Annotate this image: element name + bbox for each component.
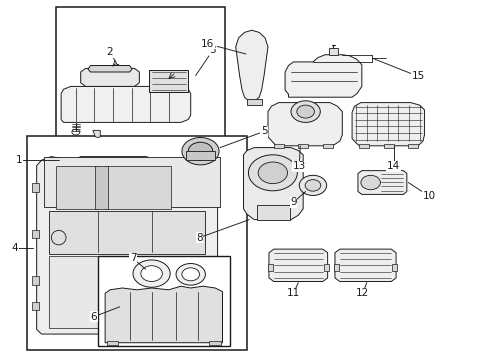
Polygon shape (243, 148, 303, 220)
Polygon shape (88, 66, 132, 72)
Circle shape (360, 175, 380, 190)
Circle shape (176, 264, 205, 285)
Ellipse shape (51, 230, 66, 245)
Text: 4: 4 (11, 243, 18, 253)
Circle shape (141, 266, 162, 282)
Circle shape (258, 162, 287, 184)
Text: 5: 5 (260, 126, 267, 136)
Bar (32, 230, 39, 238)
Polygon shape (268, 249, 327, 282)
Text: 10: 10 (422, 191, 435, 201)
Bar (98, 256, 229, 346)
Bar (32, 302, 39, 310)
Bar (56, 7, 224, 137)
Bar (185, 151, 215, 160)
Bar (328, 48, 338, 55)
Bar (246, 99, 261, 105)
Bar (359, 144, 368, 148)
Circle shape (296, 105, 314, 118)
Polygon shape (61, 86, 190, 122)
Circle shape (182, 138, 219, 165)
Polygon shape (95, 166, 107, 209)
Text: 9: 9 (289, 197, 296, 207)
Polygon shape (44, 157, 220, 207)
Bar (27, 136, 246, 350)
Bar (383, 144, 393, 148)
Circle shape (290, 101, 320, 122)
Polygon shape (235, 30, 267, 101)
Polygon shape (37, 157, 217, 334)
Circle shape (182, 268, 199, 281)
Polygon shape (351, 103, 424, 146)
Polygon shape (357, 171, 406, 194)
Circle shape (305, 180, 320, 191)
Polygon shape (267, 103, 342, 146)
Polygon shape (105, 286, 222, 343)
Bar (298, 144, 307, 148)
Bar (32, 276, 39, 285)
Bar (333, 264, 338, 271)
Bar (209, 341, 221, 345)
Bar (267, 264, 272, 271)
Circle shape (133, 260, 170, 287)
Text: 3: 3 (209, 45, 216, 55)
Bar (273, 144, 283, 148)
Bar (391, 264, 396, 271)
Bar (32, 183, 39, 192)
Bar (149, 70, 188, 92)
Text: 2: 2 (106, 47, 113, 57)
Text: 1: 1 (16, 155, 23, 165)
Polygon shape (285, 55, 361, 97)
Text: 11: 11 (286, 288, 300, 298)
Circle shape (248, 155, 297, 191)
Polygon shape (334, 249, 395, 282)
Polygon shape (81, 68, 139, 86)
Bar (407, 144, 417, 148)
Text: 16: 16 (201, 39, 214, 49)
Polygon shape (56, 166, 98, 209)
Bar (106, 341, 118, 345)
Text: 8: 8 (196, 233, 203, 243)
Bar (256, 205, 289, 220)
Polygon shape (105, 166, 171, 209)
Polygon shape (49, 256, 205, 328)
Bar (322, 144, 332, 148)
Polygon shape (49, 211, 205, 254)
Text: 13: 13 (292, 161, 305, 171)
Polygon shape (93, 130, 100, 138)
Text: 6: 6 (90, 312, 97, 322)
Text: 12: 12 (355, 288, 369, 298)
Circle shape (299, 175, 326, 195)
Text: 14: 14 (386, 161, 400, 171)
Text: 7: 7 (129, 253, 136, 264)
Circle shape (188, 142, 212, 160)
Text: 15: 15 (410, 71, 424, 81)
Bar (323, 264, 328, 271)
